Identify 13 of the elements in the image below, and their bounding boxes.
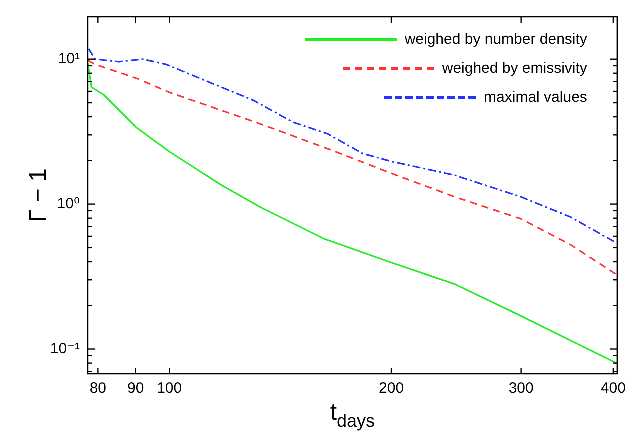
x-tick-label: 300 — [508, 380, 534, 398]
legend-label: weighed by emissivity — [442, 60, 588, 77]
x-tick-label: 400 — [600, 380, 626, 398]
legend-label: weighed by number density — [404, 31, 588, 48]
x-tick-label: 100 — [157, 380, 182, 398]
x-tick-label: 80 — [90, 380, 107, 398]
y-tick-label: 10⁰ — [57, 195, 80, 212]
x-tick-label: 90 — [128, 380, 144, 398]
y-tick-label: 10¹ — [58, 50, 80, 68]
y-axis-title: Γ − 1 — [25, 168, 52, 222]
y-tick-label: 10⁻¹ — [50, 340, 80, 358]
legend-label: maximal values — [484, 89, 588, 106]
x-tick-label: 200 — [379, 380, 404, 398]
